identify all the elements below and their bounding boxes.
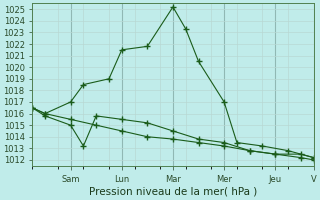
X-axis label: Pression niveau de la mer( hPa ): Pression niveau de la mer( hPa ) <box>89 187 257 197</box>
